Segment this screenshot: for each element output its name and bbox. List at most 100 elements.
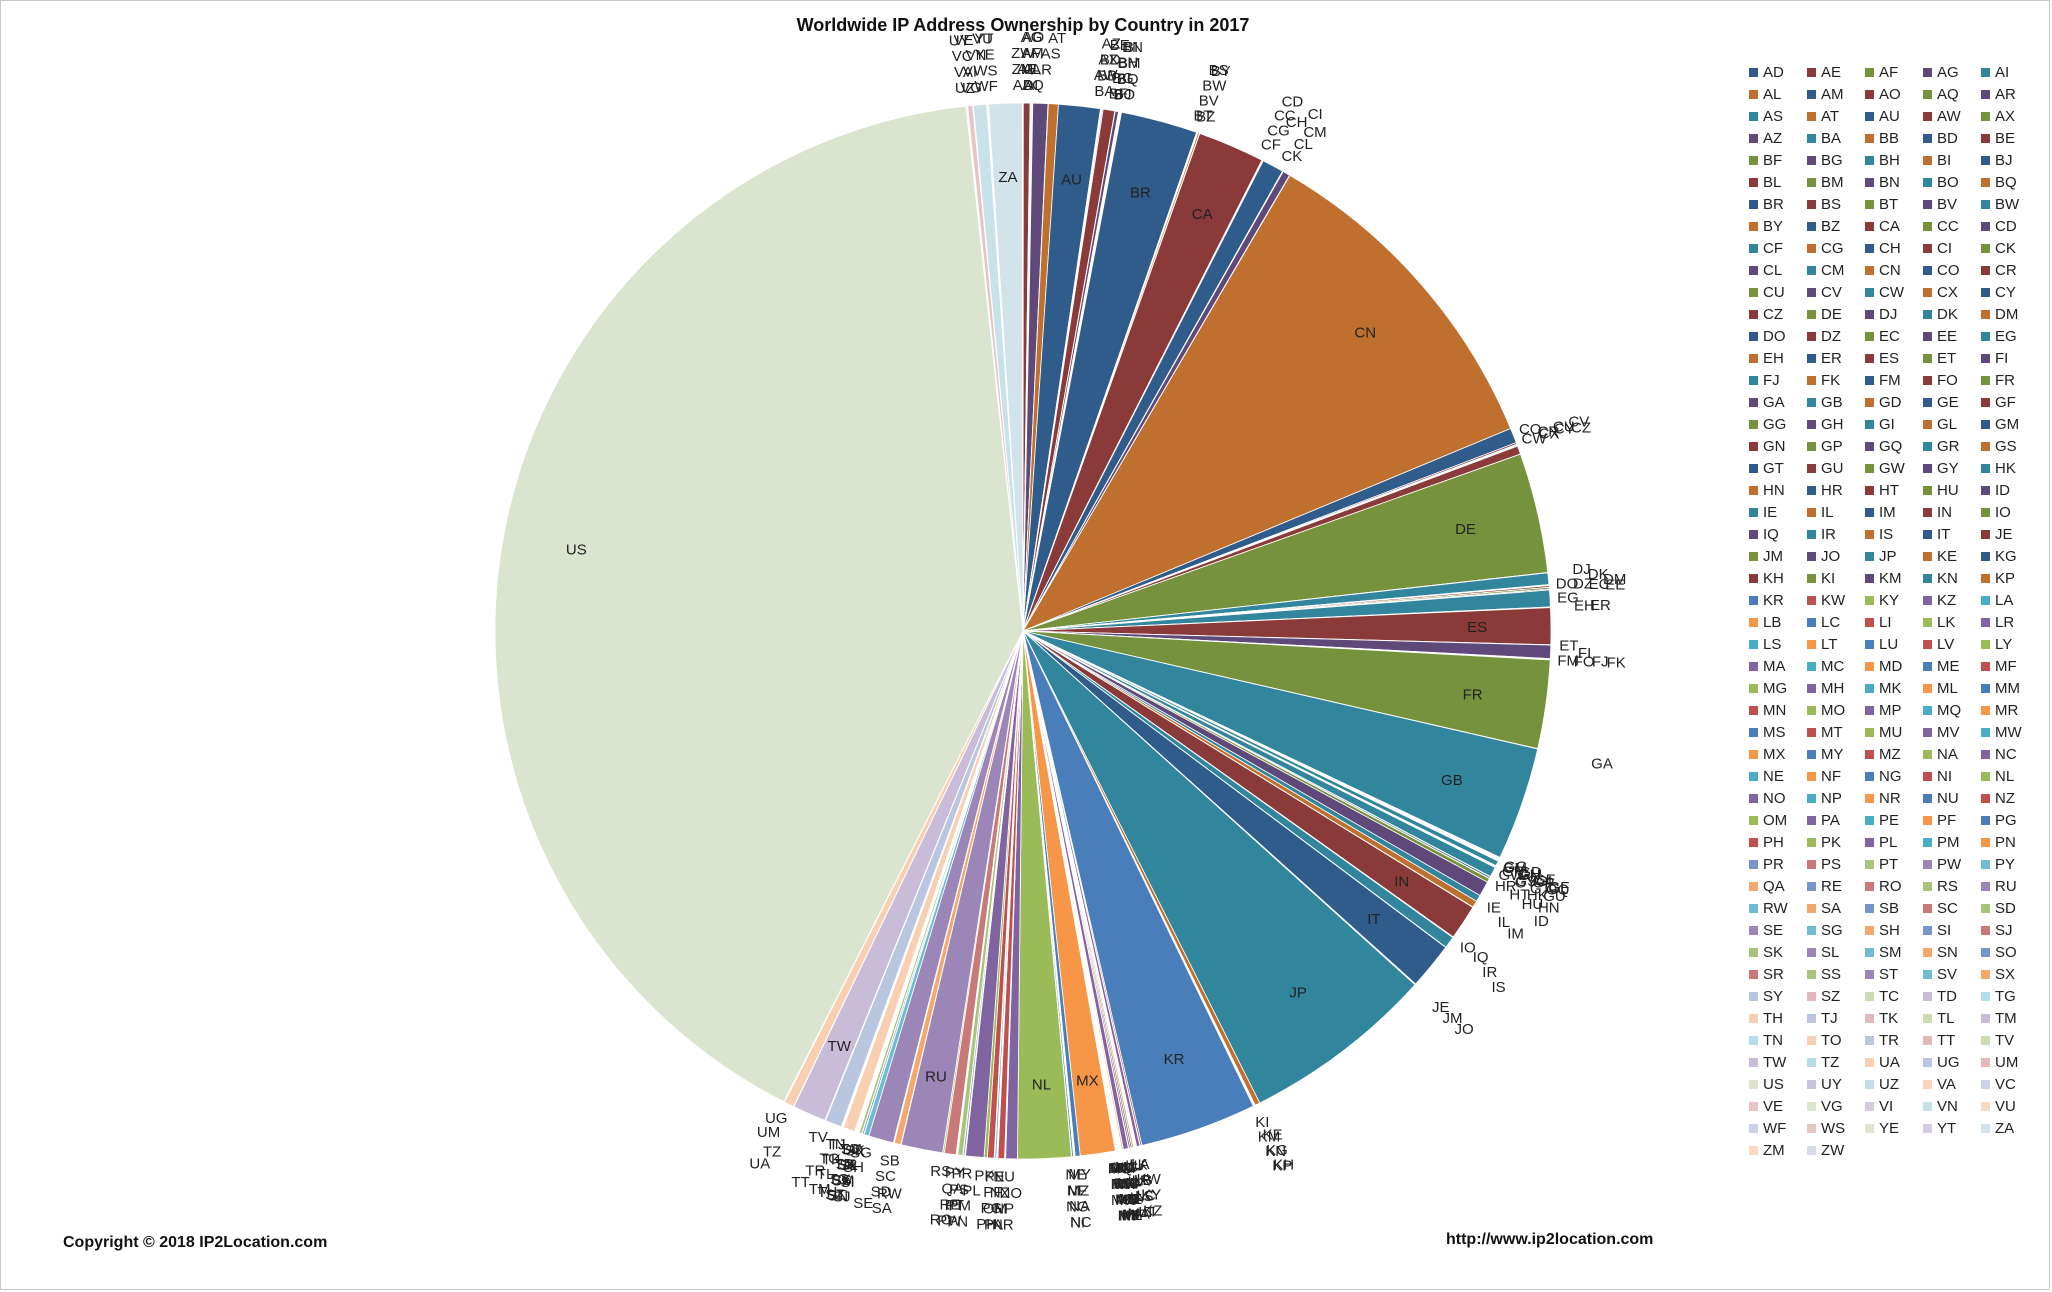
legend-label-no: NO [1763,790,1786,807]
legend-label-yt: YT [1937,1120,1956,1137]
legend-label-ad: AD [1763,64,1784,81]
slice-label-al: AL [1023,61,1041,78]
legend-label-jo: JO [1821,548,1840,565]
legend-swatch-ae [1807,68,1816,77]
slice-label-uy: UY [949,32,970,49]
slice-label-pr: PR [951,1166,972,1183]
legend-label-jp: JP [1879,548,1897,565]
slice-label-ug: UG [765,1110,788,1127]
legend-swatch-tg [1981,992,1990,1001]
slice-label-nz: NZ [990,1185,1010,1202]
legend-label-om: OM [1763,812,1787,829]
legend-swatch-kp [1981,574,1990,583]
legend-label-it: IT [1937,526,1950,543]
legend-label-vn: VN [1937,1098,1958,1115]
slice-label-st: ST [827,1187,846,1204]
legend-swatch-ke [1923,552,1932,561]
legend-label-bw: BW [1995,196,2020,213]
legend-swatch-fo [1923,376,1932,385]
legend-label-nf: NF [1821,768,1841,785]
legend-label-je: JE [1995,526,2013,543]
slice-label-sr: SR [837,1157,858,1174]
legend-swatch-ro [1865,882,1874,891]
legend-label-ps: PS [1821,856,1841,873]
legend-label-pt: PT [1879,856,1898,873]
slice-label-td: TD [834,1156,854,1173]
legend-label-bj: BJ [1995,152,2013,169]
slice-label-cu: CU [1553,419,1575,436]
slice-label-gn: GN [1518,867,1541,884]
legend-label-mm: MM [1995,680,2020,697]
legend-label-lu: LU [1879,636,1898,653]
slice-label-bq: BQ [1117,71,1139,88]
legend-swatch-rs [1923,882,1932,891]
legend-label-md: MD [1879,658,1902,675]
slice-label-nc: NC [1070,1214,1092,1231]
slice-label-ar: AR [1031,61,1052,78]
legend-label-sg: SG [1821,922,1843,939]
legend-swatch-sz [1807,992,1816,1001]
slice-label-pa: PA [984,1216,1003,1233]
legend-swatch-ne [1749,772,1758,781]
legend-label-bt: BT [1879,196,1898,213]
website-link[interactable]: http://www.ip2location.com [1446,1231,1653,1248]
slice-label-rw: RW [877,1185,903,1202]
slice-label-zm: ZM [1012,61,1034,78]
legend-label-re: RE [1821,878,1842,895]
slice-label-az: AZ [1102,36,1121,53]
legend-swatch-um [1981,1058,1990,1067]
slice-label-gp: GP [1533,874,1555,891]
legend-label-td: TD [1937,988,1957,1005]
slice-label-ml: ML [1122,1207,1143,1224]
legend-label-km: KM [1879,570,1902,587]
slice-jp [1022,630,1416,1104]
slice-label-tv: TV [809,1129,828,1146]
legend-label-sx: SX [1995,966,2015,983]
slice-label-gu: GU [1543,888,1566,905]
slice-label-eh: EH [1574,598,1595,615]
slice-label-dk: DK [1588,566,1609,583]
legend-swatch-gw [1865,464,1874,473]
slice-label-lb: LB [1134,1172,1152,1189]
legend-swatch-wf [1749,1124,1758,1133]
legend-swatch-hk [1981,464,1990,473]
legend-swatch-sv [1923,970,1932,979]
slice-label-lv: LV [1128,1173,1145,1190]
legend-swatch-mq [1923,706,1932,715]
legend-label-dm: DM [1995,306,2018,323]
legend-label-vc: VC [1995,1076,2016,1093]
slice-label-ni: NI [1070,1215,1085,1232]
slice-label-de: DE [1455,521,1476,538]
slice-label-tl: TL [817,1166,835,1183]
legend-label-fm: FM [1879,372,1901,389]
slice-label-uz: UZ [955,80,975,97]
legend-swatch-mo [1807,706,1816,715]
legend-label-pg: PG [1995,812,2017,829]
slice-label-mu: MU [1108,1160,1131,1177]
slice-label-hr: HR [1495,878,1517,895]
legend-swatch-ma [1749,662,1758,671]
slice-label-pe: PE [985,1168,1005,1185]
slice-label-as: AS [1041,46,1061,63]
slice-cn [1022,174,1512,632]
slice-label-nu: NU [993,1169,1015,1186]
legend-label-gs: GS [1995,438,2017,455]
slice-label-bb: BB [1097,67,1117,84]
legend-swatch-al [1749,90,1758,99]
slice-label-by: BY [1211,63,1231,80]
legend-swatch-co [1923,266,1932,275]
legend-label-bv: BV [1937,196,1957,213]
legend-swatch-pl [1865,838,1874,847]
slice-label-bg: BG [1112,70,1134,87]
legend-swatch-fi [1981,354,1990,363]
legend-swatch-ck [1981,244,1990,253]
legend-label-np: NP [1821,790,1842,807]
slice-label-af: AF [1021,45,1040,62]
slice-label-do: DO [1556,576,1579,593]
legend-label-ly: LY [1995,636,2012,653]
legend-swatch-dj [1865,310,1874,319]
legend: AD AE AF AG AI AL AM AO AQ AR AS AT AU AW AX AZ BA BB BD BE… [1749,64,2022,1159]
legend-label-br: BR [1763,196,1784,213]
legend-swatch-je [1981,530,1990,539]
slice-label-ht: HT [1509,886,1529,903]
